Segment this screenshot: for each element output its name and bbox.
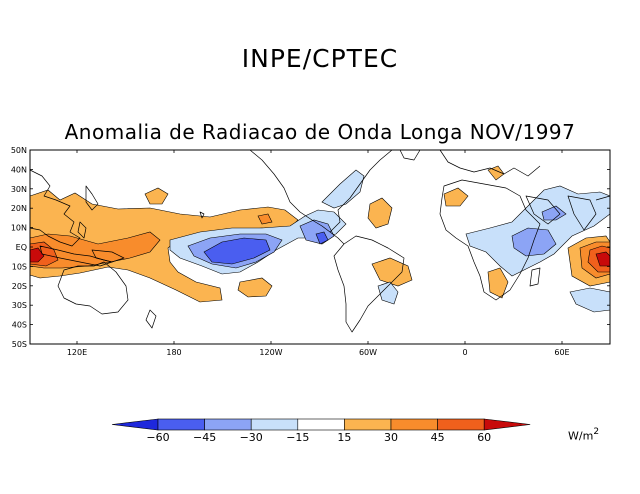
coast-hawaii	[199, 211, 205, 219]
coast-arabia	[525, 195, 561, 225]
colorbar-labels: −60 −45 −30 −15 15 30 45 60	[146, 431, 491, 444]
lat-label-10s: 10S	[12, 262, 27, 271]
neg-anomaly-indian-mid	[511, 227, 557, 257]
colorbar-bin	[250, 418, 299, 431]
coast-new-guinea	[91, 249, 125, 263]
lat-label-10n: 10N	[11, 224, 27, 233]
pos-anomaly-south-atlantic	[371, 257, 413, 287]
lat-label-eq: EQ	[16, 243, 27, 252]
units-text: W/m	[568, 429, 594, 443]
coast-india	[567, 195, 597, 231]
colorbar-label: −60	[146, 431, 169, 444]
lat-label-20n: 20N	[11, 204, 27, 213]
colorbar	[111, 418, 531, 431]
pos-anomaly-northwest-africa	[443, 187, 469, 207]
colorbar-bin-below-min	[111, 418, 159, 431]
lon-label-120e: 120E	[67, 348, 87, 357]
coast-europe	[439, 149, 541, 177]
neg-anomaly-north-atlantic	[321, 169, 365, 209]
colorbar-bin	[157, 418, 205, 431]
colorbar-bin-above-max	[483, 418, 531, 431]
lat-label-50s: 50S	[12, 340, 27, 349]
lat-label-30n: 30N	[11, 185, 27, 194]
lon-label-0: 0	[462, 348, 467, 357]
lat-label-40n: 40N	[11, 165, 27, 174]
colorbar-label: −30	[240, 431, 263, 444]
neg-anomaly-caribbean-strong	[315, 231, 329, 245]
pos-anomaly-southeast-africa	[487, 267, 509, 299]
units-label: W/m2	[568, 427, 600, 443]
page-title: INPE/CPTEC	[241, 44, 399, 73]
coast-east-asia	[29, 169, 81, 247]
lon-label-60w: 60W	[359, 348, 377, 357]
colorbar-label: 60	[477, 431, 491, 444]
colorbar-bin	[390, 418, 438, 431]
coastlines	[29, 149, 611, 333]
latitude-labels: 50N 40N 30N 20N 10N EQ 10S 20S 30S 40S 50S	[11, 146, 27, 349]
coast-madagascar	[529, 267, 541, 287]
colorbar-bin	[204, 418, 252, 431]
pos-anomaly-central-pacific-mid	[257, 213, 273, 225]
colorbar-bin	[297, 418, 345, 431]
colorbar-label: 15	[337, 431, 351, 444]
pos-anomaly-atlantic-tropical	[367, 197, 393, 229]
coast-australia	[57, 261, 129, 315]
coast-south-america	[333, 235, 405, 333]
coast-central-america	[329, 231, 345, 245]
colorbar-label: −15	[286, 431, 309, 444]
lat-label-50n: 50N	[11, 146, 27, 155]
lon-label-60e: 60E	[554, 348, 569, 357]
lon-label-180: 180	[166, 348, 181, 357]
colorbar-bin	[344, 418, 392, 431]
coast-africa	[439, 179, 541, 301]
colorbar-bin	[437, 418, 485, 431]
longitude-labels: 120E 180 120W 60W 0 60E	[67, 348, 570, 357]
coast-new-zealand	[145, 309, 157, 329]
lat-label-30s: 30S	[12, 301, 27, 310]
lon-label-120w: 120W	[259, 348, 282, 357]
colorbar-label: 45	[431, 431, 445, 444]
neg-anomaly-central-pacific-strong	[203, 237, 271, 265]
map-title: Anomalia de Radiacao de Onda Longa NOV/1…	[64, 120, 576, 144]
coast-japan	[85, 185, 99, 211]
colorbar-label: 30	[384, 431, 398, 444]
anomaly-fields	[29, 165, 611, 313]
neg-anomaly-south-america	[377, 281, 399, 305]
pos-anomaly-central-pacific-north	[144, 187, 169, 205]
pos-anomaly-subtropical-south-pacific	[237, 277, 273, 298]
map-ticks	[30, 149, 610, 345]
coast-north-america	[249, 149, 393, 233]
units-exponent: 2	[593, 427, 600, 437]
coast-south-asia-east	[595, 195, 611, 201]
coast-philippines	[77, 221, 87, 239]
lat-label-20s: 20S	[12, 282, 27, 291]
colorbar-label: −45	[193, 431, 216, 444]
lat-label-40s: 40S	[12, 321, 27, 330]
